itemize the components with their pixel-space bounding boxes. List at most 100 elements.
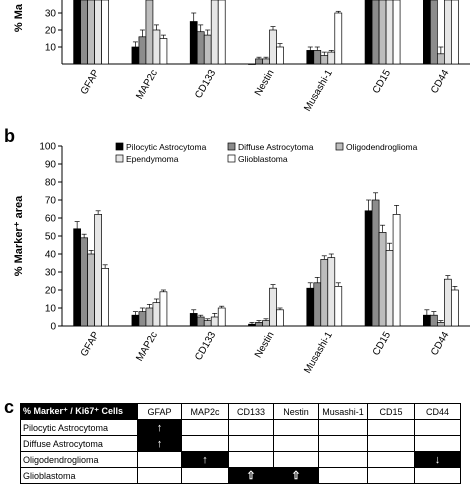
arrow-cell: ↑ [137,419,182,436]
empty-cell [181,467,229,484]
x-tick-label-cd44: CD44 [429,330,452,358]
bar-cd44-2 [437,53,445,65]
row-header: Diffuse Astrocytoma [20,435,138,452]
empty-cell [318,435,368,452]
arrow-cell: ↑ [181,451,229,468]
legend-entry: Diffuse Astrocytoma [238,142,314,152]
bar-cd133-0 [189,313,198,327]
legend-swatch [227,142,236,151]
bar-nestin-4 [276,46,284,65]
figure-canvas: 10 20 30 % Ma GFAP MAP2c CD133 Nestin Musashi-1 C… [13,0,470,375]
y-tick-label: 30 [45,9,57,20]
x-tick-label-nestin: Nestin [253,68,277,98]
empty-cell [273,419,319,436]
row-header: Oligodendroglioma [20,451,138,468]
bar-map2c-3 [152,29,161,65]
table-header-row: % Marker⁺ / Ki67⁺ Cells GFAP MAP2c CD133… [20,403,461,420]
empty-cell [273,435,319,452]
x-tick-label-nestin: Nestin [253,330,277,360]
column-header: MAP2c [181,403,229,420]
y-axis-label-b: % Marker⁺ area [13,195,25,276]
y-tick-label: 90 [45,160,57,171]
empty-cell [318,467,368,484]
column-header: Nestin [273,403,319,420]
arrow-cell: ↓ [414,451,461,468]
empty-cell [181,419,229,436]
x-tick-label-gfap: GFAP [79,330,102,359]
bar-cd15-1 [371,199,380,327]
bar-map2c-4 [159,38,168,65]
y-tick-label: 80 [45,178,57,189]
empty-cell [228,435,274,452]
bar-map2c-2 [145,307,154,327]
x-tick-label-cd133: CD133 [193,68,218,101]
y-axis-label-a: % Ma [13,3,25,32]
empty-cell [318,419,368,436]
bar-gfap-4 [101,268,109,327]
bar-cd15-4 [392,0,401,65]
y-tick-label: 10 [45,43,57,54]
empty-cell [414,435,461,452]
bar-cd15-0 [364,210,373,327]
x-tick-label-gfap: GFAP [79,68,102,97]
bar-nestin-0 [248,63,256,65]
bar-cd133-3 [210,0,219,65]
bar-nestin-1 [255,58,263,65]
x-tick-label-cd44: CD44 [429,68,452,96]
legend-swatch [115,142,124,151]
bar-nestin-0 [248,323,256,327]
bar-musashi-1-4 [334,286,343,327]
empty-cell [367,435,415,452]
bar-gfap-3 [94,214,102,327]
x-tick-label-cd15: CD15 [371,68,394,96]
bar-musashi-1-1 [313,282,322,327]
bar-nestin-2 [262,58,270,65]
bar-cd44-4 [451,289,459,327]
empty-cell [181,435,229,452]
row-header: Glioblastoma [20,467,138,484]
bar-cd44-1 [430,0,438,65]
bar-musashi-1-2 [320,55,329,65]
bar-cd15-3 [385,250,394,327]
bar-map2c-2 [145,0,154,65]
bar-musashi-1-1 [313,50,322,65]
bar-musashi-1-0 [306,50,315,65]
arrow-cell: ⇧ [273,467,319,484]
bar-cd15-2 [378,0,387,65]
y-tick-label: 40 [45,250,57,261]
legend-entry: Oligodendroglioma [346,142,418,152]
bar-gfap-4 [101,0,109,65]
y-tick-label: 30 [45,268,57,279]
bar-cd15-1 [371,0,380,65]
legend-swatch [227,154,236,163]
bar-gfap-2 [87,253,95,327]
column-header: CD15 [367,403,415,420]
bar-cd133-1 [196,316,205,327]
arrow-cell: ⇧ [228,467,274,484]
panel-label-c: c [4,397,15,417]
bar-cd44-0 [423,314,431,327]
y-tick-label: 50 [45,232,57,243]
column-header: Musashi-1 [318,403,368,420]
empty-cell [137,451,182,468]
table-row: Pilocytic Astrocytoma ↑ [20,419,461,436]
bar-cd15-2 [378,232,387,327]
bar-nestin-3 [269,29,277,65]
bar-gfap-0 [73,0,81,65]
bar-map2c-3 [152,302,161,327]
bar-map2c-4 [159,291,168,327]
bar-nestin-4 [276,309,284,327]
bar-musashi-1-3 [327,257,336,327]
bar-gfap-0 [73,228,81,327]
column-header: GFAP [137,403,182,420]
bar-map2c-0 [131,314,140,327]
empty-cell [273,451,319,468]
y-tick-label: 60 [45,214,57,225]
bar-cd133-0 [189,21,198,65]
x-tick-label-map2c: MAP2c [134,68,160,101]
panel-label-b: b [4,126,15,146]
bar-musashi-1-4 [334,12,343,65]
bar-gfap-1 [80,0,88,65]
bar-cd44-1 [430,314,438,327]
legend-swatch [115,154,124,163]
